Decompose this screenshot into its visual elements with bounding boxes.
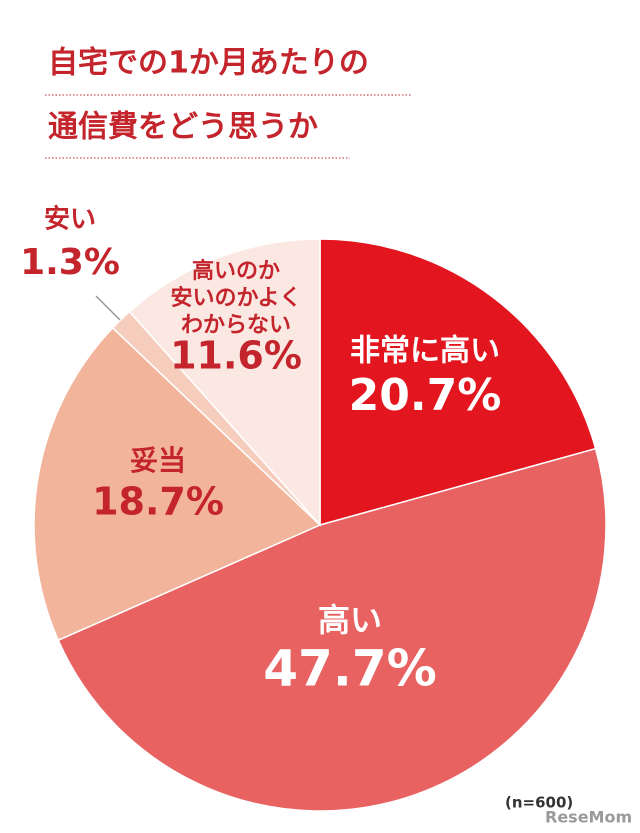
slice xyxy=(319,238,597,526)
slice-label: 非常に高い xyxy=(350,334,500,369)
slice-label: 高いのか安いのかよくわからない xyxy=(171,258,302,338)
chart-title: 自宅での1か月あたりの xyxy=(48,46,369,81)
value-label: 11.6% xyxy=(170,334,302,378)
note: (n=600) xyxy=(505,794,573,812)
pie xyxy=(33,238,607,812)
value-label: 20.7% xyxy=(349,370,502,421)
value-label: 1.3% xyxy=(20,242,120,283)
chart-title: 通信費をどう思うか xyxy=(48,110,318,145)
watermark: ReseMom xyxy=(545,808,632,827)
slice-label: 妥当 xyxy=(130,444,186,477)
leader-line xyxy=(95,295,121,321)
value-label: 47.7% xyxy=(263,640,436,698)
slice xyxy=(33,326,322,642)
slice xyxy=(57,447,607,812)
slice xyxy=(128,238,321,527)
value-label: 18.7% xyxy=(92,480,224,524)
slice-label: 高い xyxy=(318,601,382,639)
slice-label: 安い xyxy=(44,205,96,235)
